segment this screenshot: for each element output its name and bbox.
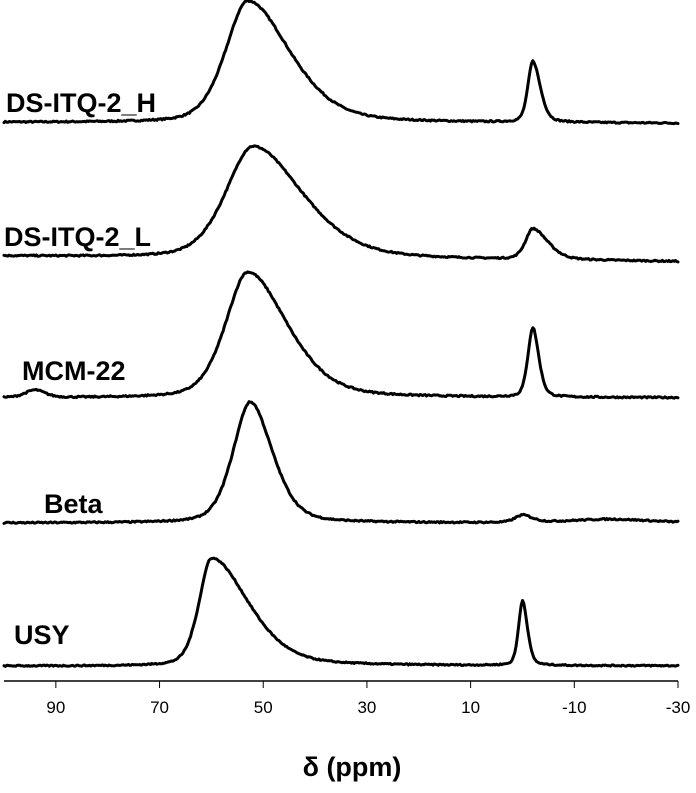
x-tick-label: -10 bbox=[562, 698, 587, 717]
x-axis-title: δ (ppm) bbox=[303, 752, 402, 782]
series-line-ds-itq-2-l bbox=[2, 144, 680, 264]
x-axis-ticks: 90 70 50 30 10 -10 -30 bbox=[46, 681, 690, 717]
x-tick-label: 30 bbox=[357, 698, 376, 717]
series-labels: DS-ITQ-2_H DS-ITQ-2_L MCM-22 Beta USY bbox=[4, 88, 156, 650]
x-tick-label: 90 bbox=[46, 698, 65, 717]
x-tick-label: -30 bbox=[666, 698, 691, 717]
series-line-mcm-22 bbox=[2, 270, 680, 400]
series-line-ds-itq-2-h bbox=[2, 0, 680, 126]
series-line-beta bbox=[2, 400, 680, 525]
x-tick-label: 10 bbox=[461, 698, 480, 717]
series-label: DS-ITQ-2_H bbox=[6, 88, 156, 118]
series-label: USY bbox=[14, 620, 70, 650]
series-label: Beta bbox=[44, 489, 104, 519]
spectra-curves bbox=[2, 0, 680, 668]
x-tick-label: 70 bbox=[150, 698, 169, 717]
series-label: MCM-22 bbox=[22, 356, 126, 386]
x-tick-label: 50 bbox=[254, 698, 273, 717]
series-line-usy bbox=[2, 556, 680, 668]
series-label: DS-ITQ-2_L bbox=[4, 222, 151, 252]
